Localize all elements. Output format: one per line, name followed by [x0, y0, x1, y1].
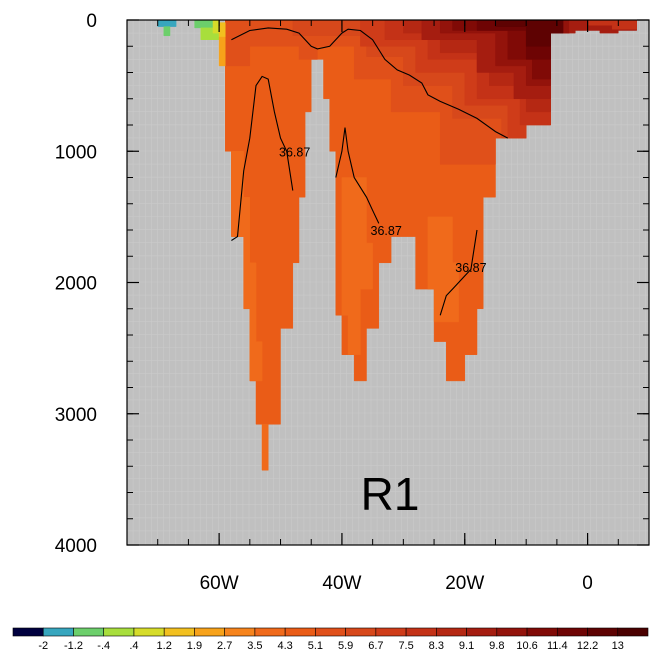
heatmap-region	[261, 424, 269, 471]
colorbar-swatch	[405, 627, 437, 637]
heatmap-region	[163, 26, 171, 37]
colorbar-label: 3.5	[247, 640, 262, 652]
colorbar-swatch	[254, 627, 286, 637]
colorbar-swatch	[466, 627, 498, 637]
x-tick-label: 0	[582, 573, 593, 594]
colorbar-label: -.4	[97, 640, 110, 652]
colorbar-label: 1.2	[157, 640, 172, 652]
colorbar-swatch	[163, 627, 195, 637]
colorbar-label: 7.5	[398, 640, 413, 652]
colorbar-swatch	[284, 627, 316, 637]
colorbar-label: 5.9	[338, 640, 353, 652]
colorbar-swatch	[224, 627, 256, 637]
heatmap-region	[231, 151, 263, 382]
colorbar-swatch	[556, 627, 588, 637]
colorbar-label: 9.1	[459, 640, 474, 652]
x-axis: 60W 40W 20W 0	[157, 20, 619, 594]
contour-label: 36.87	[279, 145, 310, 159]
colorbar-swatch	[42, 627, 74, 637]
colorbar-label: 9.8	[489, 640, 504, 652]
y-axis: 0 1000 2000 3000 4000	[55, 11, 649, 557]
colorbar-label: 11.4	[547, 640, 568, 652]
colorbar-swatch	[103, 627, 135, 637]
y-tick-label: 4000	[55, 536, 97, 557]
colorbar-label: 13	[612, 640, 624, 652]
colorbar-swatch	[345, 627, 377, 637]
y-tick-label: 3000	[55, 405, 97, 426]
colorbar-label: .4	[129, 640, 138, 652]
colorbar-swatch	[526, 627, 558, 637]
y-tick-label: 2000	[55, 274, 97, 295]
contour-label: 36.87	[371, 224, 402, 238]
colorbar-label: 6.7	[368, 640, 383, 652]
colorbar-label: 8.3	[429, 640, 444, 652]
contour-line	[231, 75, 294, 241]
contour-line	[335, 127, 380, 224]
x-tick-label: 40W	[322, 573, 361, 594]
heatmap-region	[157, 19, 177, 27]
panel-label: R1	[361, 468, 420, 520]
colorbar-label: 2.7	[217, 640, 232, 652]
colorbar-swatch	[436, 627, 467, 637]
colorbar-label: 5.1	[308, 640, 323, 652]
y-tick-label: 0	[86, 11, 97, 32]
heatmap-region	[212, 19, 220, 34]
colorbar-swatch	[315, 627, 346, 637]
heatmap-region	[194, 19, 214, 29]
contour-line	[231, 27, 509, 139]
colorbar-swatch	[587, 627, 619, 637]
y-tick-label: 1000	[55, 142, 97, 163]
heatmap-region	[218, 22, 226, 38]
colorbar-label: 4.3	[277, 640, 292, 652]
contour-label: 36.87	[455, 261, 486, 275]
colorbar-swatch	[194, 627, 225, 637]
colorbar-label: 1.9	[187, 640, 202, 652]
heatmap-region	[495, 19, 564, 47]
colorbar-swatch	[133, 627, 165, 637]
heatmap-region	[341, 177, 373, 355]
filled-contour-regions	[157, 19, 637, 471]
colorbar-swatch	[375, 627, 407, 637]
contour-lines: 36.87 36.87 36.87	[231, 27, 509, 316]
colorbar-label: -2	[38, 640, 48, 652]
colorbar-swatch	[617, 627, 649, 637]
heatmap-region	[218, 36, 226, 67]
colorbar: -2 -1.2 -.4 .4 1.2 1.9 2.7 3.5 4.3 5.1 5.9 6.7 7.5 8.…	[12, 627, 649, 652]
colorbar-label: 10.6	[516, 640, 537, 652]
colorbar-swatch	[73, 627, 105, 637]
heatmap-region	[427, 216, 459, 323]
colorbar-label: 12.2	[577, 640, 598, 652]
contour-line	[439, 229, 478, 316]
colorbar-label: -1.2	[64, 640, 83, 652]
colorbar-swatch	[496, 627, 528, 637]
plot-area: 36.87 36.87 36.87	[126, 19, 649, 545]
x-tick-label: 20W	[445, 573, 484, 594]
x-tick-label: 60W	[200, 573, 239, 594]
colorbar-swatch	[12, 627, 44, 637]
